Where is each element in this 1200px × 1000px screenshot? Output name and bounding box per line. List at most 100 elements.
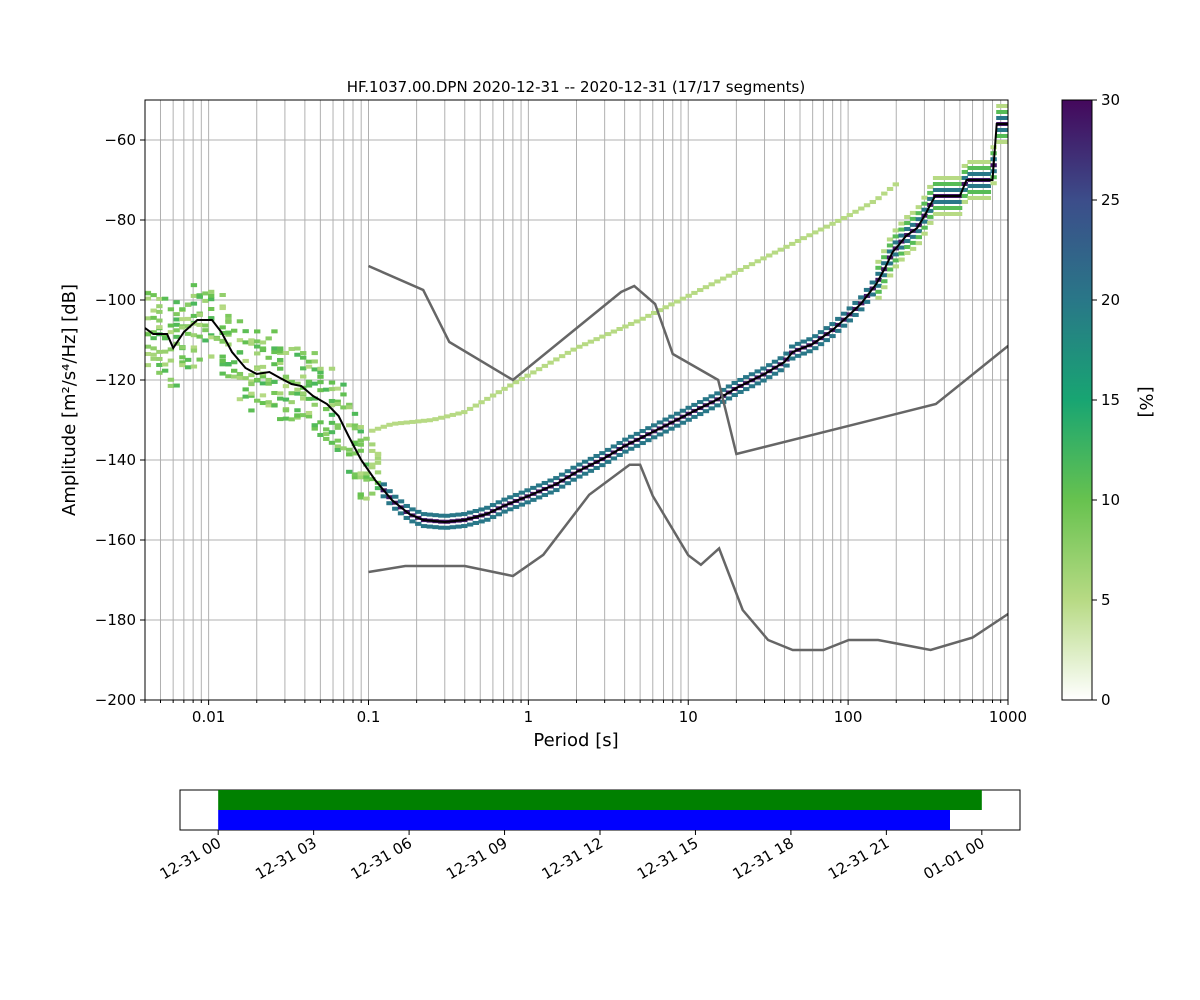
- heatmap-cell: [990, 181, 997, 186]
- heatmap-cell: [1001, 134, 1008, 138]
- heatmap-cell: [881, 255, 888, 260]
- heatmap-cell: [300, 351, 307, 356]
- heatmap-cell: [184, 302, 192, 307]
- heatmap-cell: [961, 193, 969, 198]
- heatmap-cell: [800, 351, 807, 356]
- heatmap-cell: [691, 290, 698, 295]
- heatmap-cell: [346, 469, 353, 474]
- heatmap-cell: [156, 304, 163, 309]
- heatmap-cell: [702, 409, 710, 414]
- heatmap-cell: [259, 346, 267, 351]
- heatmap-cell: [616, 440, 623, 445]
- x-tick-label: 10: [679, 708, 698, 726]
- heatmap-cell: [190, 345, 198, 350]
- heatmap-cell: [156, 309, 163, 314]
- heatmap-cell: [472, 403, 479, 408]
- heatmap-cell: [927, 208, 934, 213]
- heatmap-cell: [357, 429, 364, 434]
- heatmap-cell: [369, 462, 376, 467]
- heatmap-cell: [449, 513, 456, 518]
- heatmap-cell: [403, 503, 410, 508]
- heatmap-cell: [346, 423, 353, 428]
- heatmap-cell: [932, 200, 940, 204]
- heatmap-cell: [363, 474, 370, 479]
- colorbar: 0 5 10 15 20 25 30 [%]: [1061, 91, 1156, 709]
- heatmap-cell: [426, 418, 433, 423]
- heatmap-cell: [248, 382, 255, 387]
- heatmap-cell: [466, 510, 474, 515]
- heatmap-cell: [156, 370, 163, 375]
- heatmap-cell: [328, 420, 336, 425]
- heatmap-cell: [386, 489, 393, 494]
- heatmap-cell: [196, 357, 203, 362]
- heatmap-cell: [806, 349, 813, 354]
- noise-model-lower-line: [368, 463, 1008, 652]
- heatmap-cell: [225, 374, 232, 379]
- heatmap-cell: [961, 163, 969, 168]
- heatmap-cell: [898, 221, 905, 226]
- heatmap-cell: [518, 502, 526, 507]
- heatmap-cell: [449, 525, 456, 530]
- heatmap-cell: [961, 199, 969, 204]
- heatmap-cell: [817, 227, 825, 232]
- heatmap-cell: [150, 330, 157, 335]
- heatmap-cell: [311, 426, 318, 431]
- heatmap-cell: [415, 521, 422, 526]
- heatmap-cell: [978, 172, 986, 176]
- heatmap-cell: [633, 319, 641, 324]
- heatmap-cell: [766, 363, 773, 368]
- heatmap-cell: [328, 387, 336, 392]
- heatmap-cell: [817, 330, 825, 335]
- heatmap-cell: [806, 233, 813, 238]
- heatmap-cell: [145, 344, 152, 349]
- heatmap-cell: [219, 354, 226, 359]
- heatmap-cell: [357, 425, 364, 430]
- heatmap-cell: [656, 432, 664, 437]
- heatmap-cell: [858, 206, 865, 211]
- heatmap-cell: [978, 184, 986, 188]
- heatmap-cell: [495, 390, 503, 395]
- heatmap-cell: [886, 261, 894, 266]
- heatmap-cell: [904, 245, 911, 250]
- heatmap-cell: [858, 295, 865, 300]
- heatmap-cell: [438, 525, 445, 530]
- heatmap-cell: [823, 224, 830, 229]
- heatmap-cell: [904, 227, 911, 232]
- heatmap-cell: [489, 503, 497, 508]
- heatmap-cell: [512, 492, 520, 497]
- heatmap-cell: [461, 524, 468, 529]
- heatmap-cell: [277, 360, 284, 365]
- heatmap-cell: [886, 237, 894, 242]
- heatmap-cell: [794, 239, 802, 244]
- heatmap-cell: [179, 345, 186, 350]
- heatmap-cell: [173, 322, 180, 327]
- heatmap-cell: [950, 188, 957, 192]
- heatmap-cell: [892, 258, 899, 263]
- heatmap-cell: [846, 306, 853, 311]
- heatmap-cell: [317, 374, 324, 379]
- heatmap-cell: [219, 362, 226, 367]
- heatmap-cell: [875, 271, 882, 276]
- heatmap-cell: [392, 421, 399, 426]
- heatmap-cell: [691, 402, 698, 407]
- heatmap-cell: [173, 317, 180, 322]
- heatmap-cell: [173, 383, 180, 388]
- heatmap-cell: [207, 293, 215, 298]
- heatmap-cell: [507, 495, 514, 500]
- colorbar-tick-label: 10: [1101, 491, 1120, 509]
- heatmap-cell: [760, 256, 767, 261]
- heatmap-cell: [179, 307, 186, 312]
- heatmap-cell: [915, 235, 922, 240]
- heatmap-cell: [334, 386, 341, 391]
- heatmap-cell: [812, 230, 819, 235]
- heatmap-cell: [432, 513, 439, 518]
- heatmap-cell: [875, 289, 882, 294]
- heatmap-cell: [587, 456, 595, 461]
- heatmap-cell: [886, 273, 894, 278]
- heatmap-cell: [334, 444, 341, 449]
- heatmap-cell: [898, 233, 905, 238]
- heatmap-cell: [875, 196, 882, 201]
- colorbar-fill: [1061, 99, 1093, 701]
- heatmap-cell: [334, 425, 341, 430]
- heatmap-cell: [202, 328, 209, 333]
